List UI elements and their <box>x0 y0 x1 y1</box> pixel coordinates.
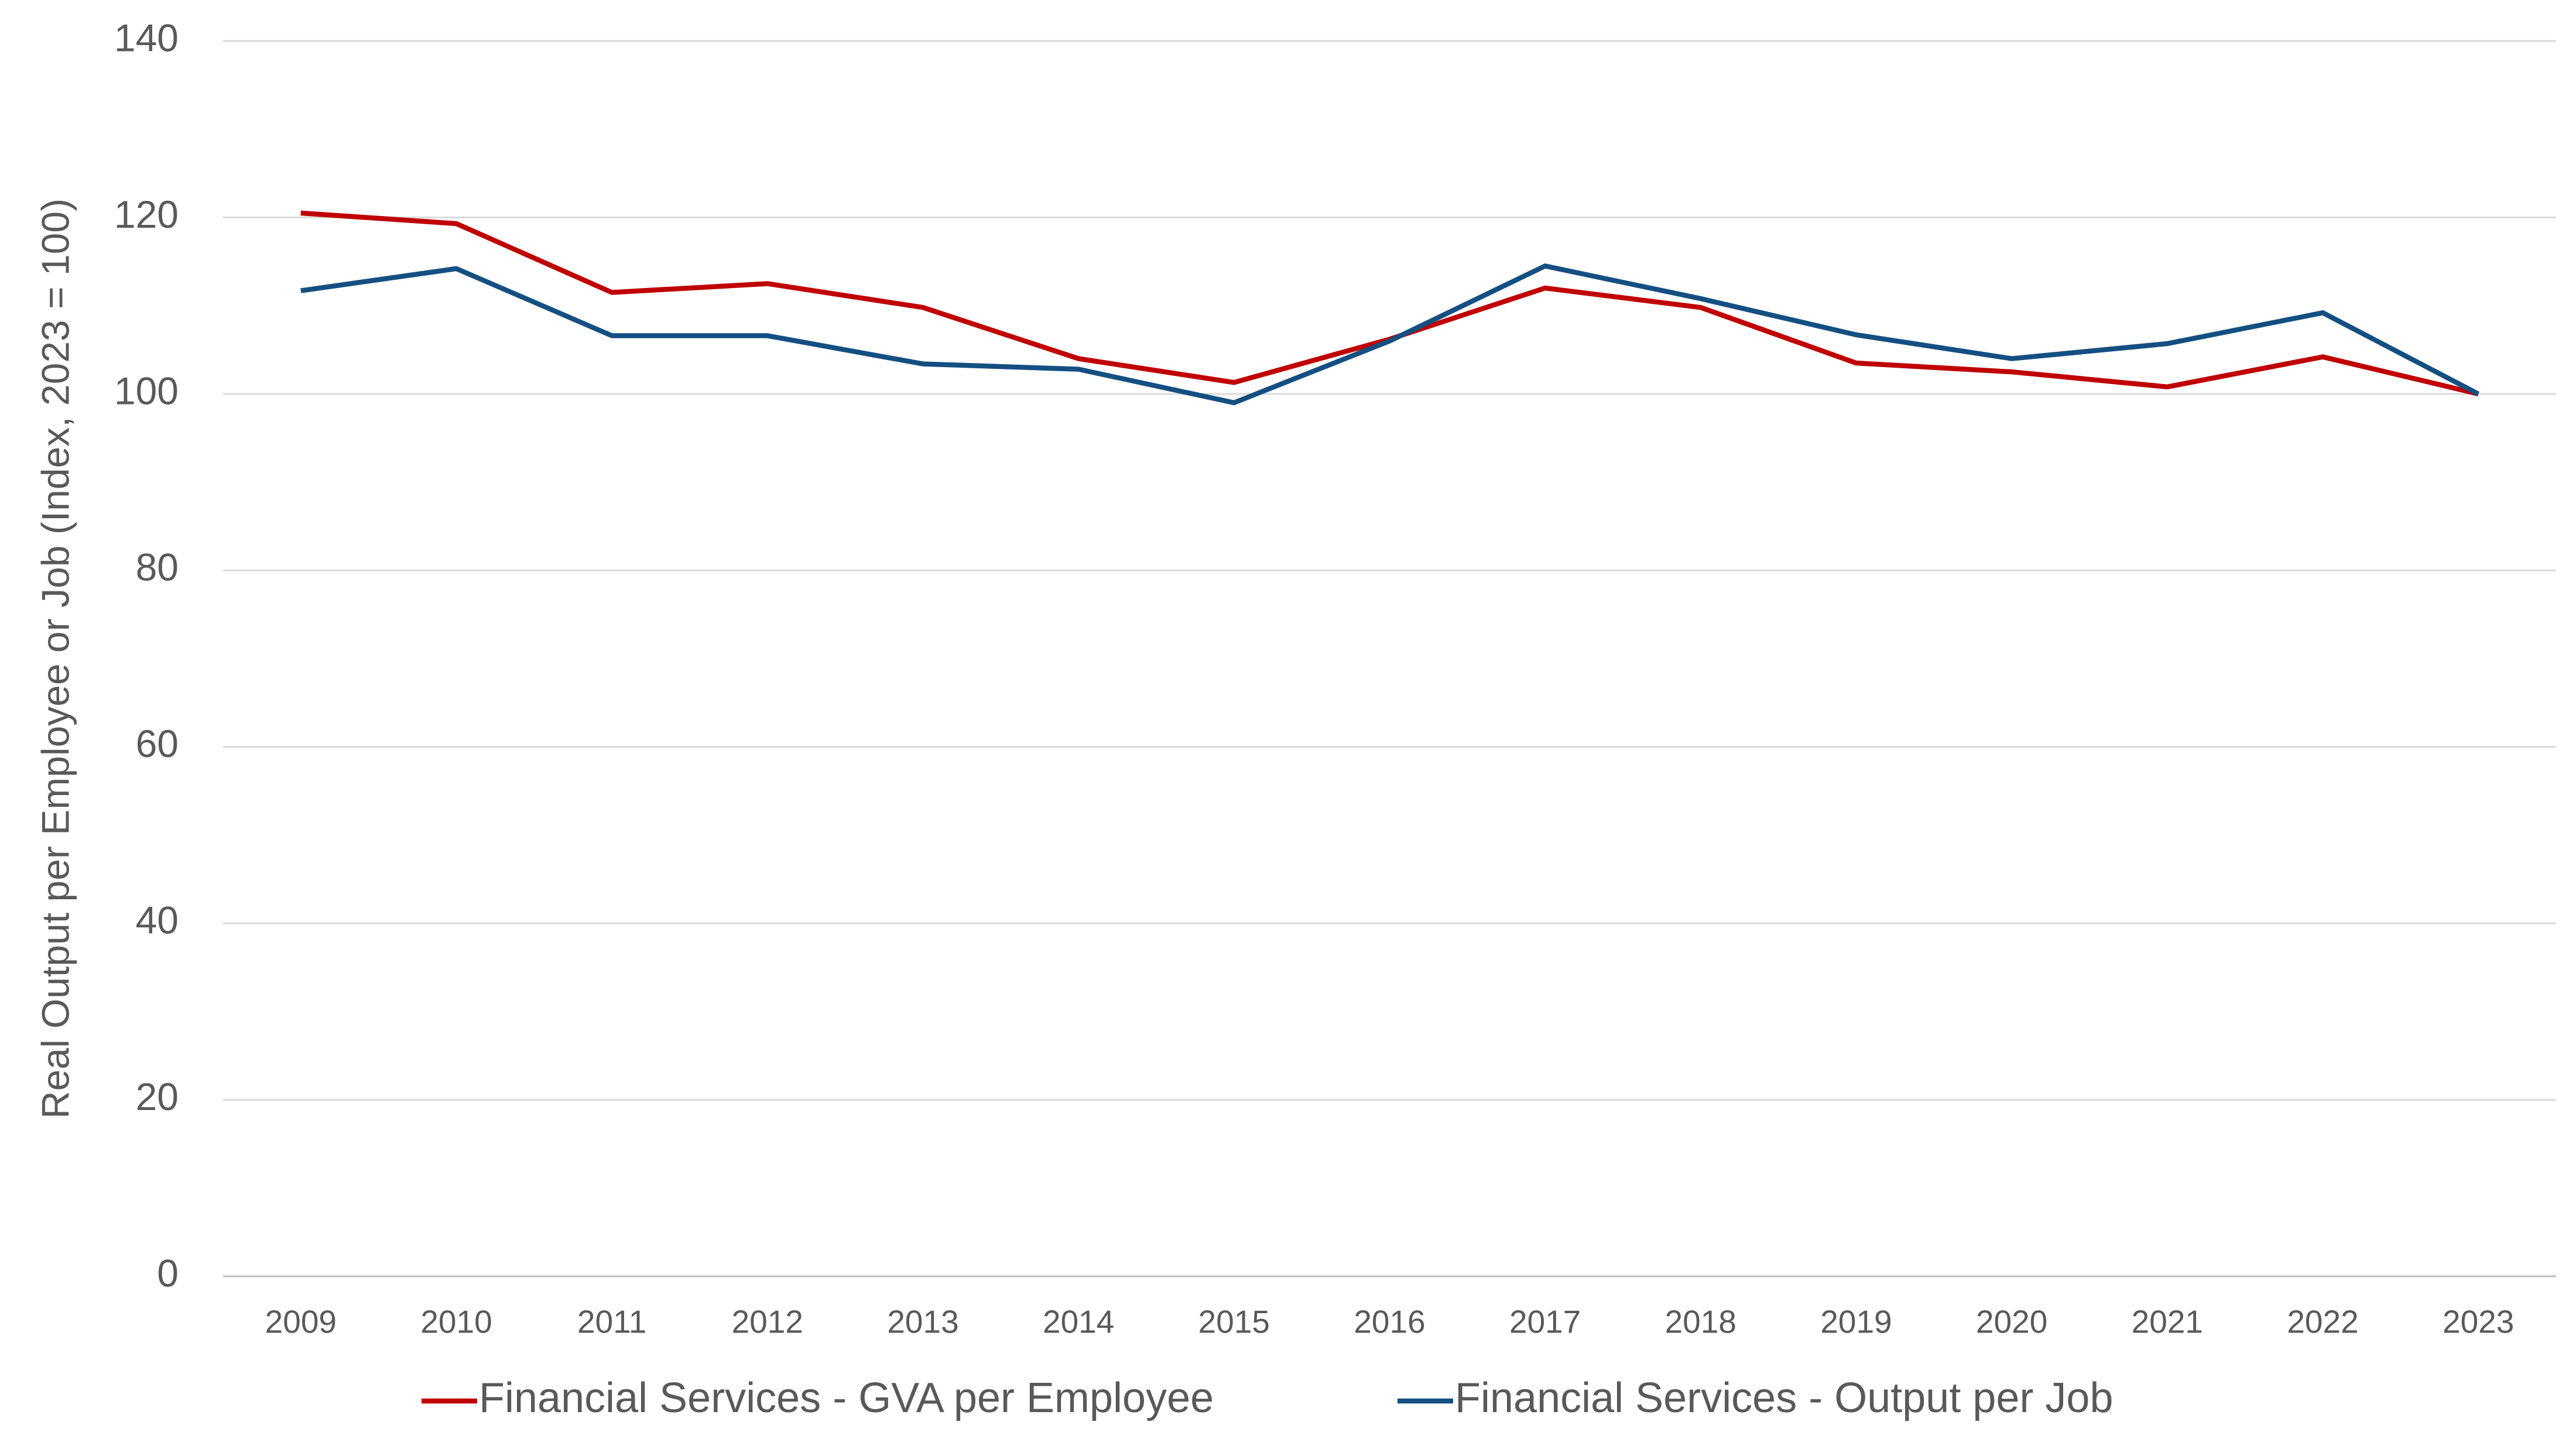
y-tick-label: 140 <box>114 16 179 59</box>
x-tick-label: 2009 <box>265 1304 337 1340</box>
x-tick-label: 2023 <box>2443 1304 2514 1340</box>
y-axis-label: Real Output per Employee or Job (Index, … <box>33 198 77 1119</box>
x-tick-label: 2018 <box>1665 1304 1736 1340</box>
series-line <box>300 263 2480 406</box>
x-tick-label: 2019 <box>1820 1304 1892 1340</box>
y-tick-label: 0 <box>157 1251 179 1294</box>
y-tick-label: 100 <box>114 369 179 412</box>
x-tick-label: 2017 <box>1509 1304 1581 1340</box>
y-tick-label: 20 <box>136 1075 179 1118</box>
x-tick-label: 2013 <box>887 1304 958 1340</box>
y-tick-label: 40 <box>136 899 179 942</box>
x-tick-label: 2010 <box>420 1304 492 1340</box>
legend-label: Financial Services - Output per Job <box>1455 1375 2113 1421</box>
x-tick-label: 2014 <box>1043 1304 1114 1340</box>
x-tick-label: 2021 <box>2132 1304 2203 1340</box>
y-tick-label: 60 <box>136 722 179 765</box>
y-tick-label: 120 <box>114 193 179 236</box>
x-tick-label: 2020 <box>1976 1304 2047 1340</box>
series-line <box>300 210 2479 396</box>
x-tick-label: 2015 <box>1198 1304 1270 1340</box>
x-tick-label: 2022 <box>2287 1304 2358 1340</box>
x-tick-label: 2011 <box>577 1304 646 1340</box>
y-tick-label: 80 <box>136 546 179 589</box>
x-tick-label: 2016 <box>1354 1304 1425 1340</box>
legend-label: Financial Services - GVA per Employee <box>479 1375 1214 1421</box>
x-tick-label: 2012 <box>732 1304 803 1340</box>
